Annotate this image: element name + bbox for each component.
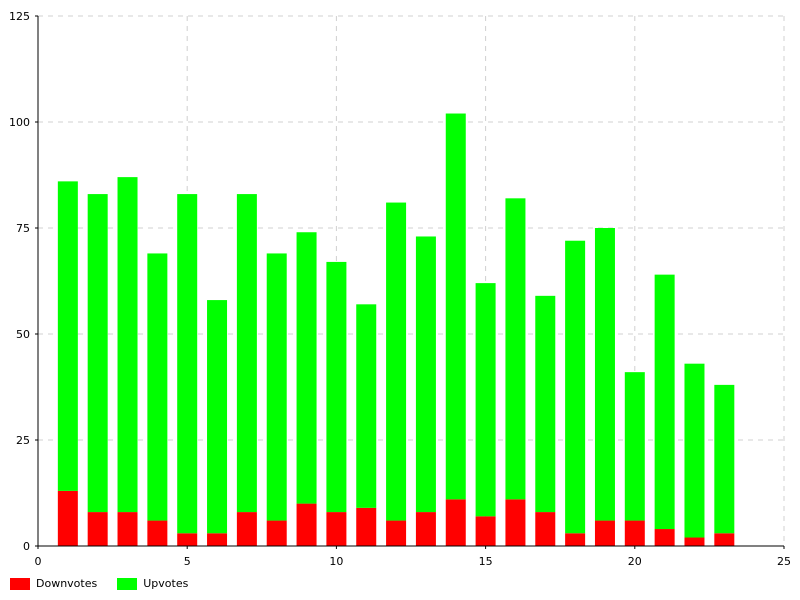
legend-label-downvotes: Downvotes: [36, 577, 98, 590]
bar-upvotes-4: [147, 253, 168, 521]
bar-upvotes-1: [57, 181, 78, 491]
y-tick-label-4: 100: [9, 116, 30, 129]
bar-upvotes-11: [356, 304, 377, 508]
bar-upvotes-16: [505, 198, 526, 500]
bar-upvotes-22: [684, 363, 705, 538]
bar-downvotes-5: [177, 533, 198, 546]
bar-upvotes-13: [415, 236, 436, 513]
x-tick-label-2: 10: [329, 555, 343, 568]
tick-labels: 0 25 50 75 100 125 0 5 10 15 20 25: [9, 10, 791, 568]
y-tick-label-0: 0: [23, 540, 30, 553]
bar-downvotes-13: [415, 512, 436, 546]
bar-upvotes-3: [117, 177, 138, 513]
bar-downvotes-20: [624, 520, 645, 546]
bar-upvotes-12: [386, 202, 407, 521]
bar-upvotes-5: [177, 194, 198, 534]
x-tick-label-1: 5: [184, 555, 191, 568]
legend-item-downvotes: Downvotes: [10, 577, 97, 590]
x-tick-label-3: 15: [479, 555, 493, 568]
bar-downvotes-21: [654, 529, 675, 546]
bar-downvotes-19: [594, 520, 615, 546]
axes: [35, 15, 785, 549]
bar-upvotes-17: [535, 295, 556, 513]
x-tick-label-0: 0: [35, 555, 42, 568]
bar-downvotes-18: [565, 533, 586, 546]
y-tick-label-3: 75: [16, 222, 30, 235]
bar-upvotes-21: [654, 274, 675, 530]
bar-downvotes-3: [117, 512, 138, 546]
legend-swatch-upvotes: [117, 577, 138, 590]
bar-upvotes-15: [475, 283, 496, 517]
bar-downvotes-2: [87, 512, 108, 546]
bar-downvotes-11: [356, 507, 377, 546]
bar-downvotes-14: [445, 499, 466, 546]
x-tick-label-4: 20: [628, 555, 642, 568]
bar-upvotes-10: [326, 261, 347, 513]
bar-upvotes-20: [624, 372, 645, 521]
bar-downvotes-1: [57, 490, 78, 546]
bar-downvotes-22: [684, 537, 705, 546]
bar-downvotes-8: [266, 520, 287, 546]
bar-downvotes-7: [236, 512, 257, 546]
x-tick-label-5: 25: [777, 555, 791, 568]
bar-downvotes-10: [326, 512, 347, 546]
bar-upvotes-19: [594, 228, 615, 521]
bar-downvotes-23: [714, 533, 735, 546]
bar-upvotes-2: [87, 194, 108, 513]
legend: Downvotes Upvotes: [10, 577, 188, 590]
bar-upvotes-9: [296, 232, 317, 504]
bar-upvotes-23: [714, 384, 735, 534]
bar-upvotes-6: [207, 300, 228, 534]
bar-downvotes-4: [147, 520, 168, 546]
bar-downvotes-16: [505, 499, 526, 546]
bar-upvotes-8: [266, 253, 287, 521]
y-tick-label-1: 25: [16, 434, 30, 447]
y-tick-label-2: 50: [16, 328, 30, 341]
bar-upvotes-14: [445, 113, 466, 500]
legend-swatch-downvotes: [10, 577, 30, 590]
legend-item-upvotes: Upvotes: [117, 577, 188, 590]
bars: [57, 113, 735, 546]
bar-downvotes-15: [475, 516, 496, 546]
bar-upvotes-18: [565, 240, 586, 534]
bar-downvotes-6: [207, 533, 228, 546]
bar-downvotes-12: [386, 520, 407, 546]
legend-label-upvotes: Upvotes: [143, 577, 189, 590]
bar-upvotes-7: [236, 194, 257, 513]
y-tick-label-5: 125: [9, 10, 30, 23]
bar-downvotes-9: [296, 503, 317, 546]
bar-downvotes-17: [535, 512, 556, 546]
